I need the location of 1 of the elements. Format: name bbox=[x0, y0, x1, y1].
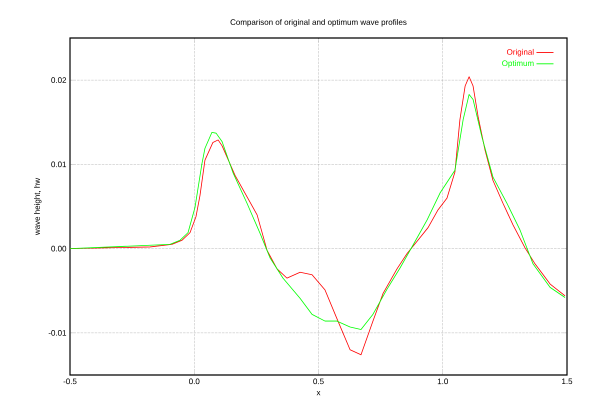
line-series bbox=[70, 94, 566, 330]
